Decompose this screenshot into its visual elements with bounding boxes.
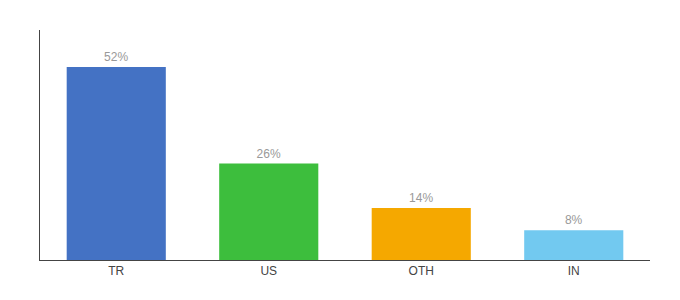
svg-text:26%: 26% [257,147,281,161]
svg-text:US: US [260,264,277,278]
svg-text:OTH: OTH [409,264,434,278]
svg-text:IN: IN [568,264,580,278]
svg-text:14%: 14% [409,191,433,205]
svg-text:8%: 8% [565,213,583,227]
svg-text:52%: 52% [104,50,128,64]
svg-text:TR: TR [108,264,124,278]
